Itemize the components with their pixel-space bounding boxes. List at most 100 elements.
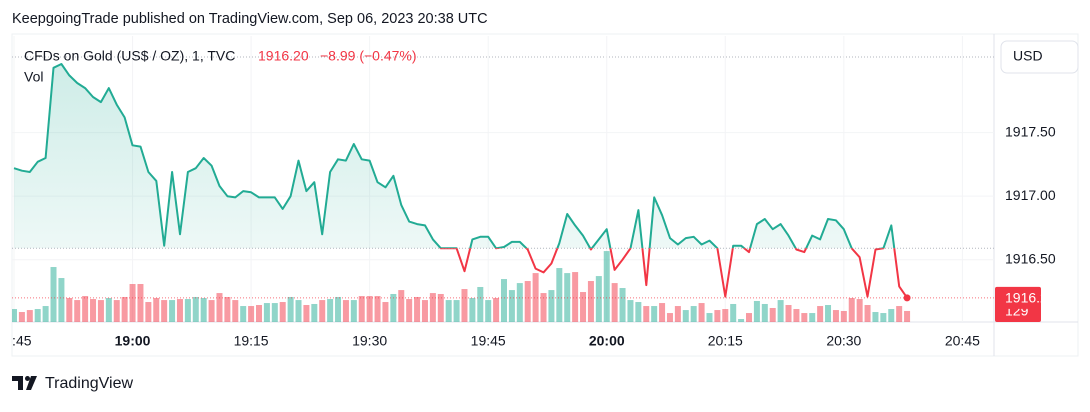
currency-label[interactable]: USD bbox=[1013, 48, 1043, 64]
volume-bar bbox=[406, 299, 413, 322]
volume-bar bbox=[58, 278, 65, 322]
volume-bar bbox=[777, 300, 784, 322]
volume-bar bbox=[469, 298, 476, 322]
volume-bar bbox=[366, 296, 373, 322]
volume-bar bbox=[848, 298, 855, 322]
volume-bar bbox=[722, 309, 729, 322]
volume-bar bbox=[516, 283, 523, 322]
volume-bar bbox=[232, 300, 239, 322]
volume-bar bbox=[666, 313, 673, 322]
volume-bar bbox=[335, 296, 342, 322]
volume-bar bbox=[184, 299, 191, 322]
volume-bar bbox=[872, 312, 879, 322]
volume-bar bbox=[532, 273, 539, 322]
volume-bar bbox=[137, 284, 144, 322]
volume-bar bbox=[643, 306, 650, 322]
volume-bar bbox=[761, 303, 768, 322]
panel-border bbox=[11, 33, 1079, 357]
volume-bar bbox=[279, 302, 286, 322]
volume-bar bbox=[619, 288, 626, 322]
y-tick-label: 1917.00 bbox=[1005, 187, 1056, 203]
x-tick-label: 20:15 bbox=[708, 333, 743, 349]
volume-bar bbox=[216, 293, 223, 322]
x-tick-label: 18:45 bbox=[0, 333, 32, 349]
volume-bar bbox=[398, 290, 405, 322]
volume-bar bbox=[342, 300, 349, 322]
volume-bar bbox=[66, 298, 73, 322]
volume-bar bbox=[785, 305, 792, 322]
volume-bar bbox=[793, 309, 800, 322]
volume-bar bbox=[825, 305, 832, 322]
volume-bar bbox=[477, 286, 484, 322]
volume-bar bbox=[690, 306, 697, 322]
volume-bar bbox=[674, 306, 681, 322]
volume-bar bbox=[888, 309, 895, 322]
volume-bar bbox=[659, 303, 666, 322]
volume-bar bbox=[50, 267, 57, 322]
volume-bar bbox=[327, 299, 334, 322]
volume-bar bbox=[176, 299, 183, 322]
volume-bar bbox=[374, 296, 381, 322]
volume-bar bbox=[856, 299, 863, 322]
volume-bar bbox=[240, 306, 247, 322]
volume-bar bbox=[556, 268, 563, 322]
volume-legend: Vol bbox=[24, 69, 43, 85]
volume-bar bbox=[414, 296, 421, 322]
volume-bar bbox=[611, 283, 618, 322]
volume-bar bbox=[880, 313, 887, 322]
volume-bar bbox=[904, 310, 911, 322]
volume-bar bbox=[421, 300, 428, 322]
volume-bar bbox=[256, 305, 262, 322]
volume-bar bbox=[603, 251, 610, 322]
volume-bar bbox=[153, 298, 160, 322]
volume-bar bbox=[572, 272, 579, 322]
volume-bar bbox=[682, 310, 689, 322]
volume-bar bbox=[746, 313, 752, 322]
volume-bar bbox=[445, 300, 452, 322]
volume-bar bbox=[580, 292, 587, 322]
volume-bar bbox=[706, 313, 713, 322]
price-axis: 1916.50 1917.00 1917.50 bbox=[1005, 123, 1056, 266]
volume-bar bbox=[263, 303, 270, 322]
volume-bar bbox=[540, 293, 547, 322]
volume-bar bbox=[224, 296, 231, 322]
volume-bar bbox=[548, 290, 555, 322]
volume-bar bbox=[74, 300, 81, 322]
volume-bar bbox=[192, 296, 199, 322]
volume-bar bbox=[161, 300, 168, 322]
volume-bar bbox=[319, 300, 326, 322]
x-tick-label: 20:30 bbox=[826, 333, 861, 349]
volume-bar bbox=[635, 302, 642, 322]
symbol: CFDs on Gold (US$ / OZ), 1, TVC bbox=[24, 48, 235, 64]
volume-bar bbox=[501, 279, 507, 322]
x-tick-label: 19:45 bbox=[471, 333, 506, 349]
volume-bar bbox=[809, 313, 816, 322]
volume-bar bbox=[311, 303, 318, 322]
header-price: 1916.20 bbox=[258, 48, 309, 64]
volume-bar bbox=[769, 307, 776, 322]
x-tick-label: 20:45 bbox=[945, 333, 980, 349]
volume-bar bbox=[90, 299, 97, 322]
volume-bar bbox=[34, 309, 41, 322]
x-tick-label: 19:15 bbox=[234, 333, 269, 349]
volume-bar bbox=[113, 300, 120, 322]
volume-bar bbox=[82, 296, 89, 322]
area-above-base bbox=[14, 64, 895, 249]
x-tick-label: 19:00 bbox=[115, 333, 151, 349]
volume-bar bbox=[129, 284, 136, 322]
volume-bar bbox=[437, 293, 444, 322]
currency-button[interactable] bbox=[1000, 40, 1079, 74]
volume-bar bbox=[287, 296, 294, 322]
last-point bbox=[903, 294, 911, 302]
volume-bar bbox=[42, 306, 49, 322]
volume-bar bbox=[105, 298, 112, 322]
volume-bar bbox=[730, 303, 737, 322]
volume-bar bbox=[97, 300, 104, 322]
volume-bar bbox=[753, 300, 760, 322]
volume-bar bbox=[358, 296, 365, 322]
last-price-label: 1916.20 bbox=[1005, 290, 1056, 306]
volume-bar bbox=[295, 300, 302, 322]
price-line bbox=[13, 63, 896, 249]
